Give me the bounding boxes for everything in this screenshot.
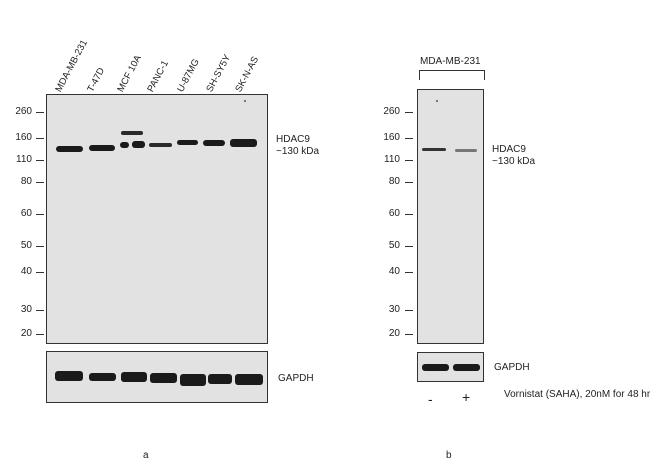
panel-caption: a <box>143 450 149 461</box>
mw-tick <box>36 272 44 273</box>
mw-tick <box>405 138 413 139</box>
target-size: ~130 kDa <box>276 146 320 157</box>
panel-caption: b <box>446 450 452 461</box>
mw-tick <box>36 160 44 161</box>
lane-label: MDA-MB-231 <box>53 38 91 94</box>
mw-marker: 30 <box>388 304 400 315</box>
mw-marker: 20 <box>20 328 32 339</box>
band <box>150 373 177 383</box>
mw-marker: 260 <box>15 106 32 117</box>
mw-tick <box>405 214 413 215</box>
lane-label: MCF 10A <box>115 53 144 94</box>
band <box>121 131 143 135</box>
treatment-label: Vornistat (SAHA), 20nM for 48 hr <box>504 389 650 400</box>
mw-tick <box>405 272 413 273</box>
mw-tick <box>36 214 44 215</box>
band <box>55 371 83 381</box>
band <box>132 141 145 148</box>
mw-tick <box>36 112 44 113</box>
mw-marker: 50 <box>20 240 32 251</box>
mw-marker: 80 <box>388 176 400 187</box>
mw-tick <box>405 182 413 183</box>
band <box>120 142 129 148</box>
lane-label: U-87MG <box>175 57 202 94</box>
band <box>455 149 477 152</box>
band <box>422 148 446 151</box>
blot-gapdh-b <box>417 352 484 382</box>
mw-marker: 60 <box>20 208 32 219</box>
band <box>149 143 172 147</box>
mw-marker: 40 <box>388 266 400 277</box>
mw-tick <box>405 246 413 247</box>
mw-marker: 30 <box>20 304 32 315</box>
mw-marker: 110 <box>384 154 400 165</box>
treatment-minus: - <box>428 391 433 407</box>
mw-tick <box>36 138 44 139</box>
group-bracket <box>419 70 485 80</box>
band <box>121 372 147 382</box>
mw-tick <box>36 182 44 183</box>
mw-marker: 20 <box>388 328 400 339</box>
mw-tick <box>405 112 413 113</box>
band <box>203 140 225 146</box>
mw-tick <box>36 246 44 247</box>
band <box>177 140 198 145</box>
lane-label: SK-N-AS <box>233 54 262 94</box>
blot-gapdh-a <box>46 351 268 403</box>
mw-tick <box>405 334 413 335</box>
mw-tick <box>36 310 44 311</box>
band <box>230 139 257 147</box>
mw-tick <box>405 160 413 161</box>
blot-hdac9-b <box>417 89 484 344</box>
band <box>453 364 480 371</box>
mw-marker: 80 <box>20 176 32 187</box>
mw-marker: 160 <box>383 132 400 143</box>
lane-label: PANC-1 <box>145 58 172 94</box>
loading-label: GAPDH <box>278 373 314 384</box>
band <box>56 146 83 152</box>
mw-marker: 260 <box>383 106 400 117</box>
target-size: ~130 kDa <box>492 156 536 167</box>
lane-label: T-47D <box>85 65 108 94</box>
mw-tick <box>36 334 44 335</box>
loading-label: GAPDH <box>494 362 530 373</box>
band <box>89 145 115 151</box>
band <box>89 373 116 381</box>
target-label: HDAC9 <box>492 144 526 155</box>
target-label: HDAC9 <box>276 134 310 145</box>
speck <box>244 100 246 102</box>
treatment-plus: + <box>462 389 471 405</box>
mw-marker: 160 <box>15 132 32 143</box>
mw-marker: 110 <box>16 154 32 165</box>
mw-marker: 60 <box>388 208 400 219</box>
speck <box>436 100 438 102</box>
band <box>422 364 449 371</box>
mw-tick <box>405 310 413 311</box>
blot-hdac9-a <box>46 94 268 344</box>
band <box>235 374 263 385</box>
band <box>208 374 232 384</box>
mw-marker: 40 <box>20 266 32 277</box>
mw-marker: 50 <box>388 240 400 251</box>
band <box>180 374 206 386</box>
lane-label: SH-SY5Y <box>204 52 234 94</box>
group-label: MDA-MB-231 <box>420 56 481 67</box>
